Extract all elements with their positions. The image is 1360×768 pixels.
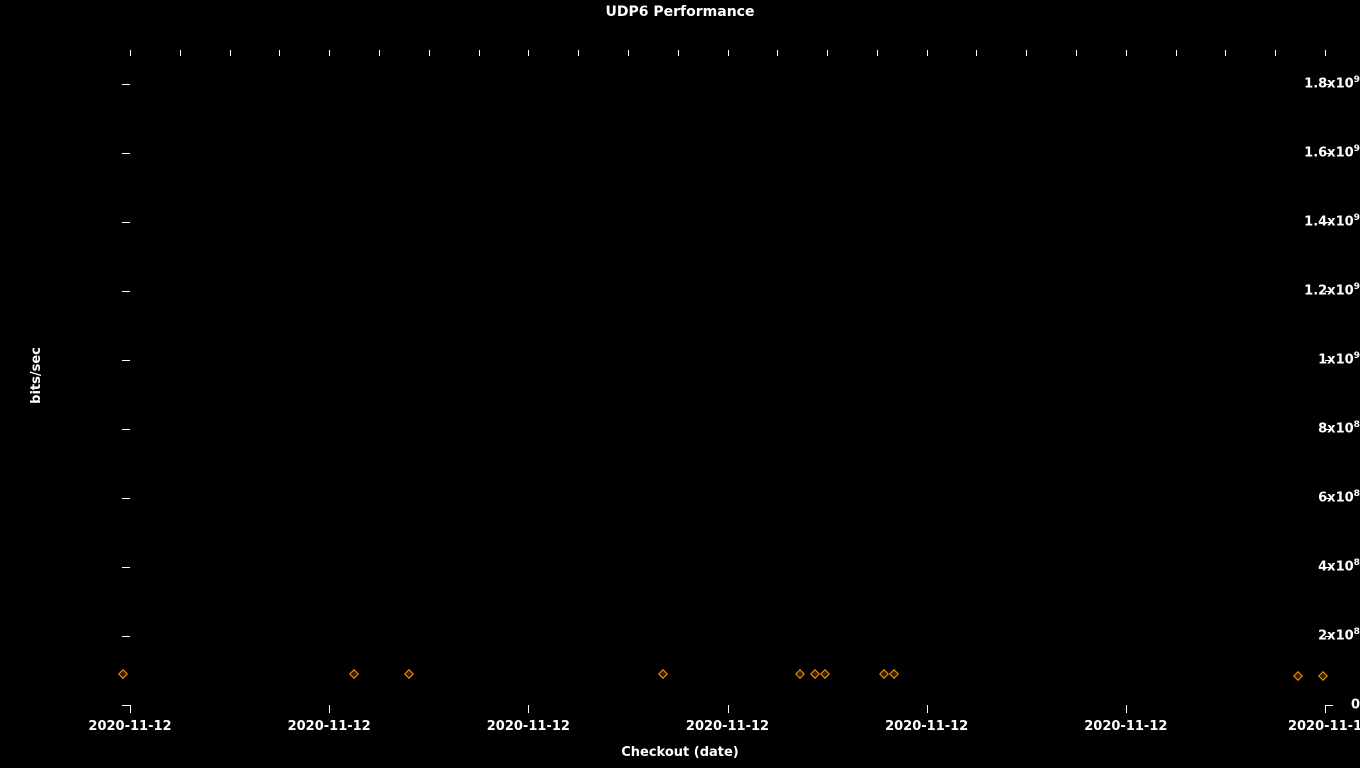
data-point-marker — [1318, 671, 1328, 681]
y-tick-mark — [122, 84, 130, 85]
y-tick-mark — [122, 153, 130, 154]
y-tick-label: 1.8x109 — [1248, 77, 1360, 92]
x-tick-label: 2020-11-12 — [686, 719, 769, 734]
x-minor-tick — [777, 50, 778, 56]
x-minor-tick — [1176, 50, 1177, 56]
y-tick-mark — [122, 222, 130, 223]
x-minor-tick — [1225, 50, 1226, 56]
data-point-marker — [889, 669, 899, 679]
y-tick-label: 1.4x109 — [1248, 215, 1360, 230]
x-minor-tick — [1076, 50, 1077, 56]
data-point-marker — [1293, 671, 1303, 681]
y-tick-mark — [122, 567, 130, 568]
y-tick-label: 8x108 — [1248, 422, 1360, 437]
x-minor-tick — [230, 50, 231, 56]
x-tick-label: 2020-11-12 — [1084, 719, 1167, 734]
x-minor-tick — [279, 50, 280, 56]
x-minor-tick — [479, 50, 480, 56]
x-tick-label: 2020-11-12 — [288, 719, 371, 734]
y-tick-mark — [122, 705, 130, 706]
y-tick-mark — [122, 360, 130, 361]
y-tick-label: 4x108 — [1248, 560, 1360, 575]
x-tick-label: 2020-11-12 — [88, 719, 171, 734]
x-major-tick — [130, 705, 131, 713]
y-tick-label: 1x109 — [1248, 353, 1360, 368]
y-tick-mark — [122, 429, 130, 430]
y-tick-label: 6x108 — [1248, 491, 1360, 506]
x-minor-tick — [728, 50, 729, 56]
y-tick-mark — [122, 636, 130, 637]
y-tick-mark — [122, 291, 130, 292]
y-tick-label: 1.6x109 — [1248, 146, 1360, 161]
x-minor-tick — [429, 50, 430, 56]
x-tick-label: 2020-11-12 — [885, 719, 968, 734]
x-minor-tick — [379, 50, 380, 56]
x-minor-tick — [1026, 50, 1027, 56]
x-minor-tick — [1126, 50, 1127, 56]
y-tick-mark — [122, 498, 130, 499]
x-major-tick — [1126, 705, 1127, 713]
x-minor-tick — [827, 50, 828, 56]
x-minor-tick — [130, 50, 131, 56]
x-minor-tick — [976, 50, 977, 56]
x-tick-label: 2020-11-1 — [1288, 719, 1360, 734]
data-point-marker — [349, 669, 359, 679]
y-axis-label: bits/sec — [29, 347, 44, 404]
x-minor-tick — [877, 50, 878, 56]
x-minor-tick — [578, 50, 579, 56]
x-major-tick — [728, 705, 729, 713]
x-minor-tick — [1325, 50, 1326, 56]
chart-title: UDP6 Performance — [0, 4, 1360, 20]
plot-area — [130, 50, 1325, 705]
x-minor-tick — [1275, 50, 1276, 56]
data-point-marker — [810, 669, 820, 679]
x-major-tick — [329, 705, 330, 713]
data-point-marker — [404, 669, 414, 679]
x-major-tick — [927, 705, 928, 713]
x-major-tick — [528, 705, 529, 713]
chart-container: UDP6 Performance bits/sec Checkout (date… — [0, 0, 1360, 768]
data-point-marker — [118, 669, 128, 679]
x-axis-label: Checkout (date) — [0, 745, 1360, 760]
x-minor-tick — [927, 50, 928, 56]
x-minor-tick — [180, 50, 181, 56]
y-tick-label: 0 — [1248, 698, 1360, 713]
data-point-marker — [795, 669, 805, 679]
x-tick-label: 2020-11-12 — [487, 719, 570, 734]
data-point-marker — [879, 669, 889, 679]
y-tick-label: 2x108 — [1248, 629, 1360, 644]
x-minor-tick — [528, 50, 529, 56]
y-tick-label: 1.2x109 — [1248, 284, 1360, 299]
x-minor-tick — [628, 50, 629, 56]
x-minor-tick — [329, 50, 330, 56]
x-minor-tick — [678, 50, 679, 56]
data-point-marker — [820, 669, 830, 679]
data-point-marker — [658, 669, 668, 679]
